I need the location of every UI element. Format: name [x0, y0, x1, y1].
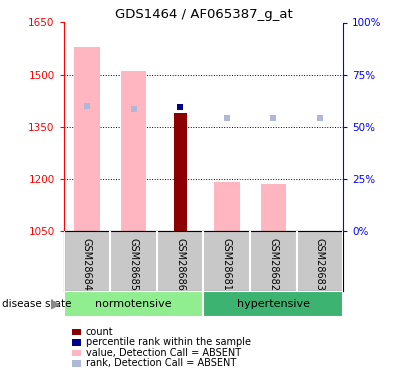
Text: percentile rank within the sample: percentile rank within the sample: [86, 338, 251, 347]
Text: GSM28683: GSM28683: [315, 238, 325, 291]
Text: normotensive: normotensive: [95, 299, 172, 309]
Bar: [121, 71, 146, 231]
Bar: [74, 47, 100, 231]
Text: value, Detection Call = ABSENT: value, Detection Call = ABSENT: [86, 348, 241, 358]
Text: GSM28681: GSM28681: [222, 238, 232, 291]
Text: GSM28684: GSM28684: [82, 238, 92, 291]
Bar: [203, 291, 343, 317]
Text: hypertensive: hypertensive: [237, 299, 310, 309]
Text: count: count: [86, 327, 113, 337]
Text: disease state: disease state: [2, 299, 72, 309]
Bar: [64, 291, 203, 317]
Text: GSM28685: GSM28685: [129, 238, 139, 291]
Bar: [173, 112, 187, 231]
Text: GSM28682: GSM28682: [268, 238, 278, 291]
Bar: [261, 184, 286, 231]
Text: GSM28686: GSM28686: [175, 238, 185, 291]
Bar: [214, 182, 240, 231]
Text: rank, Detection Call = ABSENT: rank, Detection Call = ABSENT: [86, 358, 236, 368]
Text: ▶: ▶: [51, 297, 61, 310]
Title: GDS1464 / AF065387_g_at: GDS1464 / AF065387_g_at: [115, 8, 292, 21]
